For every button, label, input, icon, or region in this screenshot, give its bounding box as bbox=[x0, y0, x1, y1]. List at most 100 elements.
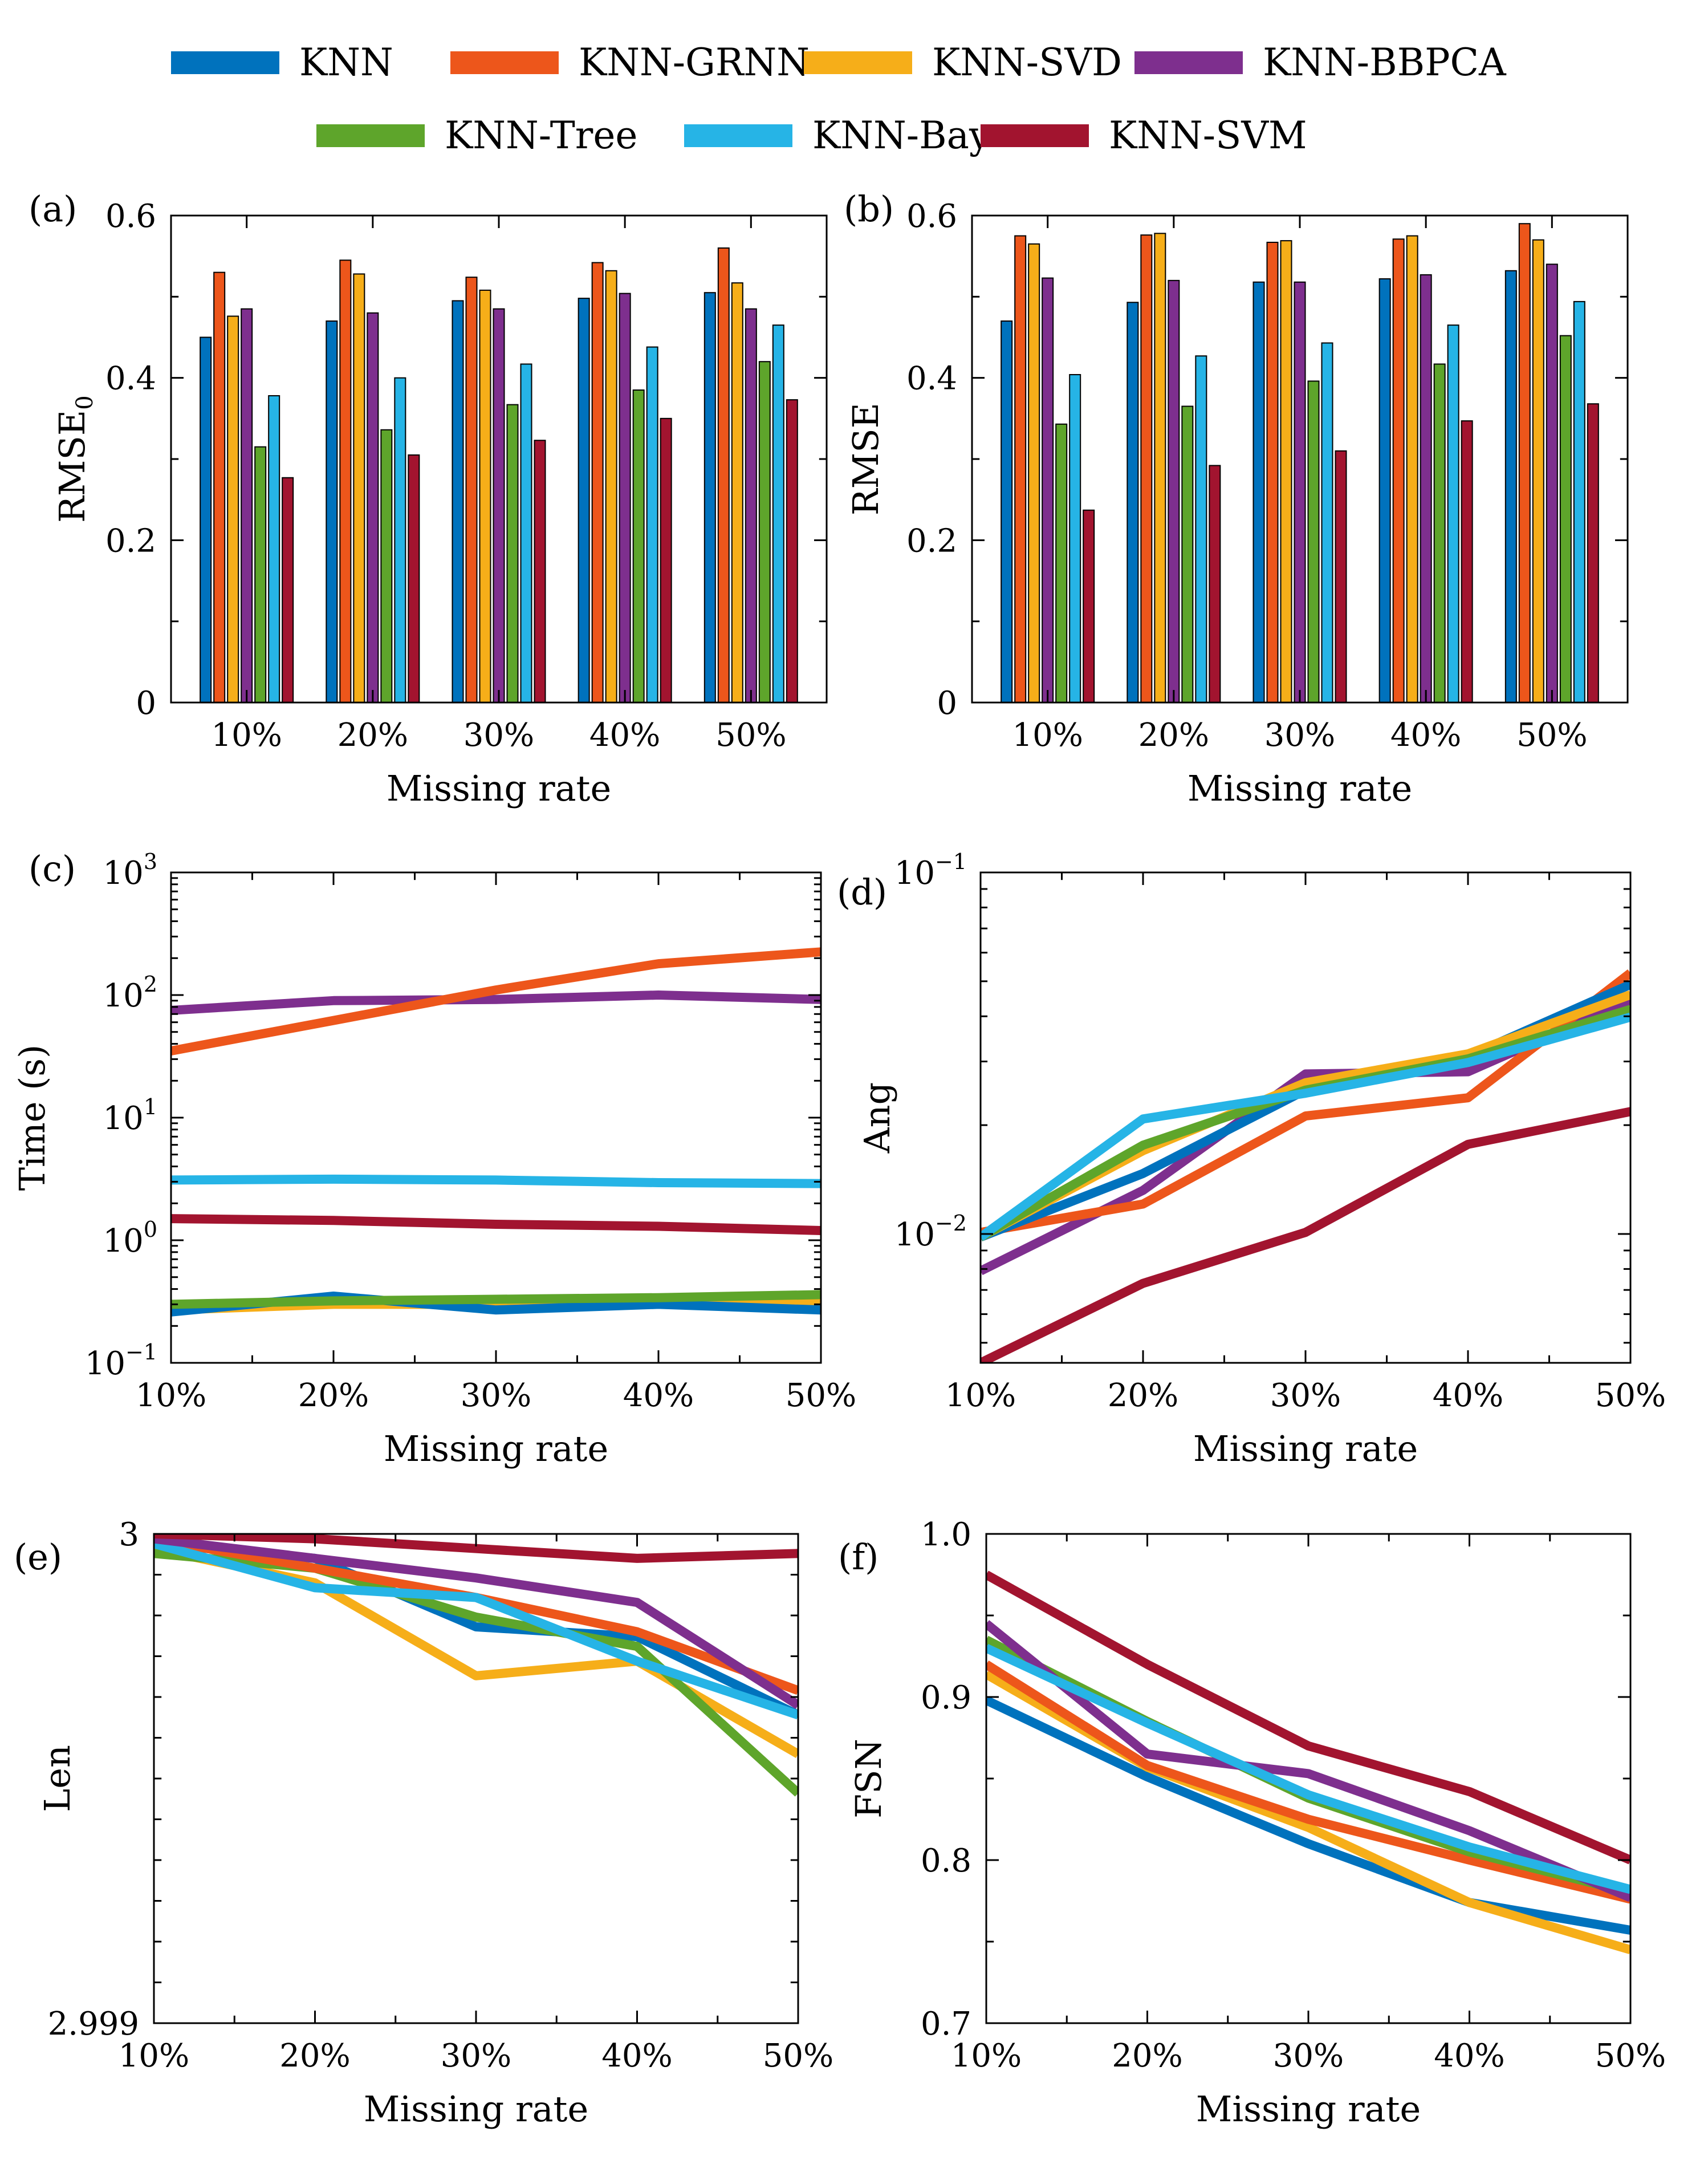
bar-knn-grnn-5 bbox=[717, 247, 730, 703]
x-tick-label: 50% bbox=[786, 1377, 856, 1414]
line-knn-svm bbox=[171, 1214, 821, 1235]
legend-item-knn-svm: KNN-SVM bbox=[981, 113, 1307, 157]
series-knn bbox=[200, 292, 716, 703]
bar-knn-svm-1 bbox=[1083, 509, 1095, 703]
bar-knn-svd-1 bbox=[1028, 243, 1040, 704]
x-axis-label: Missing rate bbox=[1188, 768, 1412, 809]
bar-knn-tree-5 bbox=[1559, 335, 1572, 703]
line-knn-tree bbox=[154, 1549, 798, 1797]
bar-knn-bbpca-1 bbox=[241, 308, 253, 703]
legend: KNN KNN-GRNN KNN-SVD KNN-BBPCA KNN-Tree KNN-B… bbox=[171, 40, 1507, 157]
bar-knn-svd-2 bbox=[353, 273, 365, 704]
x-axis-label: Missing rate bbox=[384, 1428, 608, 1469]
bar-knn-bbpca-4 bbox=[619, 293, 631, 703]
line-knn-svm bbox=[981, 1107, 1630, 1363]
line-knn-grnn bbox=[171, 947, 821, 1055]
bar-knn-tree-4 bbox=[1433, 363, 1446, 703]
bar-knn-svd-4 bbox=[605, 270, 617, 703]
y-tick-label: 1.0 bbox=[921, 1516, 971, 1553]
bar-knn-3 bbox=[452, 300, 464, 703]
series-knn-svd bbox=[1028, 233, 1544, 704]
legend-swatch bbox=[1134, 51, 1243, 74]
y-tick-label: 0.2 bbox=[906, 522, 957, 559]
y-tick-label: 101 bbox=[103, 1094, 157, 1137]
x-tick-label: 50% bbox=[1595, 1377, 1666, 1414]
legend-swatch bbox=[171, 51, 279, 74]
line-knn-bay bbox=[981, 1012, 1630, 1241]
x-tick-label: 30% bbox=[1273, 2037, 1344, 2074]
series-knn-bbpca bbox=[1042, 263, 1558, 704]
bar-knn-bay-5 bbox=[772, 324, 784, 703]
x-axis-label: Missing rate bbox=[387, 768, 611, 809]
bar-knn-svd-2 bbox=[1154, 233, 1166, 703]
bar-knn-bbpca-5 bbox=[745, 308, 757, 703]
panel-letter: (d) bbox=[837, 871, 887, 913]
y-axis-label: Ang bbox=[856, 1082, 898, 1154]
bar-knn-svm-3 bbox=[534, 440, 546, 703]
panels: (a) 0 0.2 0.4 0.6 10% 20% 30% 40% 50% Missing rate… bbox=[11, 188, 1666, 2130]
bar-knn-bbpca-3 bbox=[1294, 281, 1306, 704]
bar-knn-bay-2 bbox=[1195, 355, 1207, 703]
legend-label: KNN-Tree bbox=[445, 113, 637, 157]
legend-item-knn-tree: KNN-Tree bbox=[316, 113, 637, 157]
y-tick-label: 0.6 bbox=[906, 198, 957, 235]
y-axis-label: FSN bbox=[848, 1739, 889, 1818]
series-knn-svm bbox=[1083, 403, 1599, 703]
y-tick-label: 3 bbox=[119, 1516, 139, 1553]
legend-item-knn-svd: KNN-SVD bbox=[804, 40, 1122, 84]
bar-knn-bay-3 bbox=[520, 363, 532, 703]
y-axis-label: RMSE bbox=[845, 403, 886, 515]
bar-knn-1 bbox=[200, 336, 212, 703]
x-tick-label: 10% bbox=[211, 717, 282, 754]
x-tick-label: 50% bbox=[763, 2037, 833, 2074]
axes-box bbox=[985, 1533, 1632, 2024]
legend-item-knn: KNN bbox=[171, 40, 393, 84]
bar-knn-1 bbox=[1001, 320, 1013, 703]
bar-knn-bbpca-4 bbox=[1420, 274, 1432, 703]
bar-knn-bbpca-1 bbox=[1042, 277, 1054, 703]
x-tick-label: 20% bbox=[1112, 2037, 1182, 2074]
panel-e: (e) 2.999 3 10% 20% 30% 40% 50% Missing rate Len bbox=[14, 1516, 833, 2130]
bar-knn-bay-4 bbox=[1447, 324, 1459, 703]
bar-knn-grnn-2 bbox=[1140, 234, 1153, 704]
bar-knn-grnn-1 bbox=[213, 271, 226, 703]
bar-knn-svd-5 bbox=[1532, 239, 1544, 703]
x-axis-label: Missing rate bbox=[1193, 1428, 1418, 1469]
bar-knn-svm-5 bbox=[1587, 403, 1599, 703]
bar-knn-tree-4 bbox=[632, 389, 645, 703]
x-tick-label: 40% bbox=[601, 2037, 672, 2074]
bar-knn-5 bbox=[1504, 270, 1517, 703]
panel-f: (f) 0.7 0.8 0.9 1.0 10% 20% 30% 40% 50% Missing ra… bbox=[838, 1516, 1666, 2130]
bar-knn-svd-5 bbox=[731, 282, 743, 703]
bar-knn-bay-3 bbox=[1321, 342, 1333, 703]
y-tick-label: 2.999 bbox=[48, 2005, 139, 2043]
bar-knn-bbpca-5 bbox=[1546, 263, 1558, 703]
line-knn-bay bbox=[986, 1643, 1630, 1894]
bar-knn-svm-4 bbox=[660, 417, 672, 703]
axes-box bbox=[170, 871, 822, 1364]
legend-swatch bbox=[316, 124, 425, 147]
series-knn-bay bbox=[1069, 301, 1585, 703]
line-knn-grnn bbox=[981, 969, 1630, 1237]
bar-knn-grnn-3 bbox=[1266, 241, 1279, 704]
panel-letter: (f) bbox=[838, 1536, 879, 1578]
lines bbox=[986, 1570, 1630, 1954]
y-tick-label: 0 bbox=[937, 685, 957, 722]
bar-knn-svd-3 bbox=[479, 289, 491, 703]
x-tick-label: 40% bbox=[1390, 717, 1461, 754]
series-knn-grnn bbox=[213, 247, 730, 703]
panel-d: (d) 10−2 10−1 10% 20% 30% 40% 50% Missing rate An… bbox=[837, 849, 1666, 1469]
line-knn-bbpca bbox=[171, 990, 821, 1015]
legend-item-knn-bbpca: KNN-BBPCA bbox=[1134, 40, 1507, 84]
legend-label: KNN-Bay bbox=[812, 113, 991, 157]
y-tick-label: 0.4 bbox=[906, 360, 957, 397]
line-knn-grnn bbox=[986, 1660, 1630, 1904]
panel-letter: (b) bbox=[844, 188, 894, 230]
bar-knn-svm-4 bbox=[1461, 420, 1473, 703]
y-tick-label: 102 bbox=[103, 972, 157, 1014]
y-tick-label: 10−1 bbox=[894, 849, 967, 892]
x-tick-label: 10% bbox=[945, 1377, 1016, 1414]
legend-swatch bbox=[804, 51, 912, 74]
series-knn-bay bbox=[268, 324, 784, 703]
